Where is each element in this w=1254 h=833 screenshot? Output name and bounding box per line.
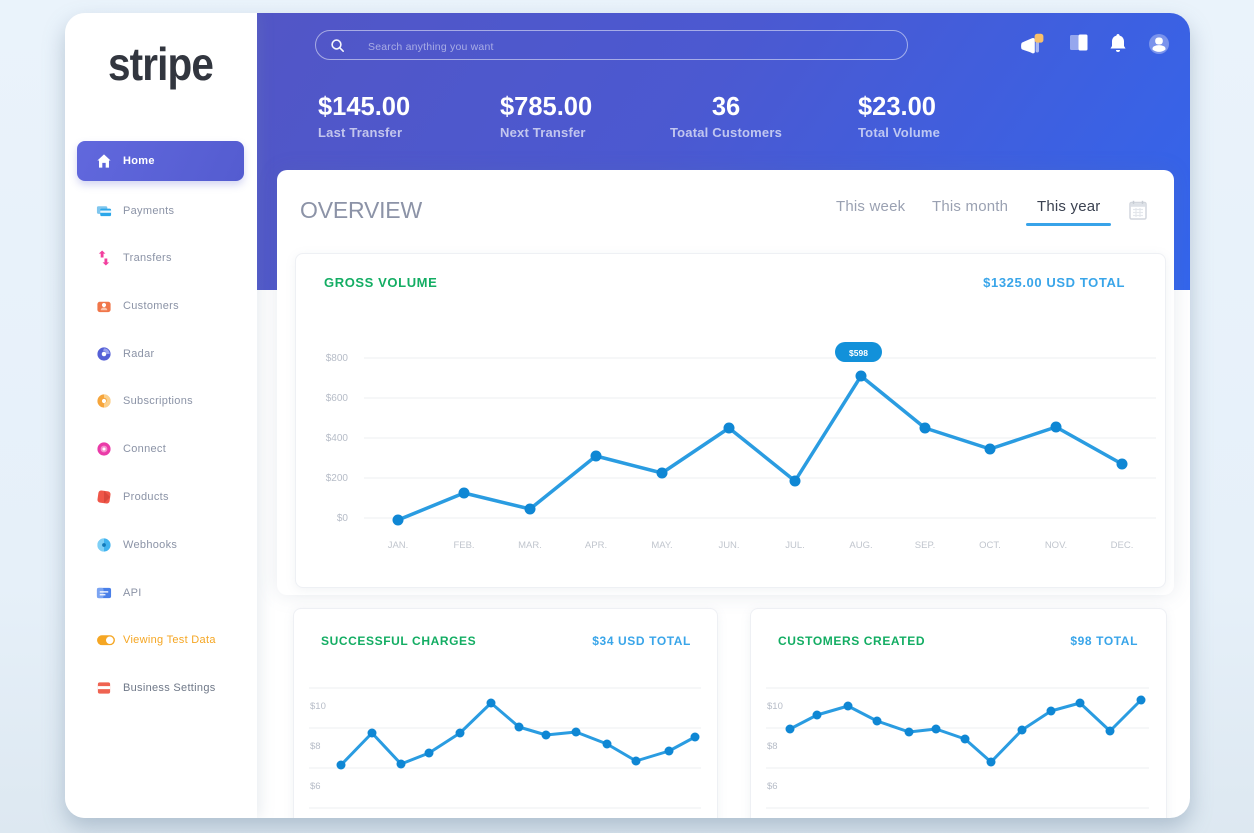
svg-text:$10: $10 — [310, 701, 326, 712]
svg-text:$800: $800 — [326, 353, 349, 364]
svg-text:$8: $8 — [767, 741, 778, 752]
svg-text:$600: $600 — [326, 393, 349, 404]
svg-text:MAR.: MAR. — [518, 540, 542, 551]
svg-text:DEC.: DEC. — [1111, 540, 1134, 551]
svg-text:$200: $200 — [326, 473, 349, 484]
svg-text:FEB.: FEB. — [453, 540, 474, 551]
svg-text:NOV.: NOV. — [1045, 540, 1067, 551]
svg-text:$598: $598 — [849, 348, 868, 358]
svg-text:APR.: APR. — [585, 540, 607, 551]
svg-text:$0: $0 — [337, 513, 349, 524]
svg-text:$8: $8 — [310, 741, 321, 752]
svg-text:SEP.: SEP. — [915, 540, 935, 551]
svg-text:AUG.: AUG. — [849, 540, 872, 551]
svg-text:JAN.: JAN. — [388, 540, 409, 551]
svg-text:$6: $6 — [767, 781, 778, 792]
svg-text:$400: $400 — [326, 433, 349, 444]
svg-text:JUL.: JUL. — [785, 540, 805, 551]
svg-text:$10: $10 — [767, 701, 783, 712]
svg-text:OCT.: OCT. — [979, 540, 1001, 551]
svg-text:$6: $6 — [310, 781, 321, 792]
svg-text:JUN.: JUN. — [718, 540, 739, 551]
svg-text:MAY.: MAY. — [651, 540, 672, 551]
